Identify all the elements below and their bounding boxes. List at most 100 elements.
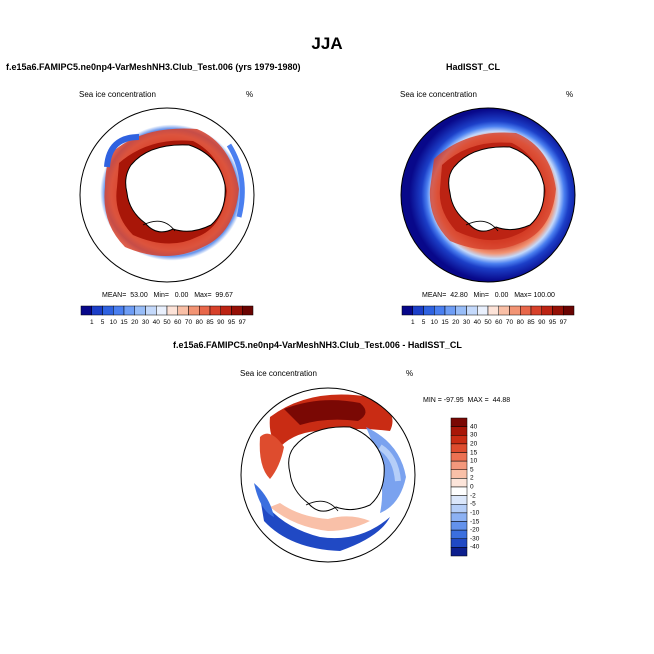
panel-3-colorbar-swatch [450,547,468,557]
panel-3-colorbar-tick-label: -30 [470,535,480,543]
panel-2-title: HadISST_CL [446,62,501,72]
panel-1-colorbar-tick-label: 5 [100,319,105,326]
panel-3-colorbar-swatch [450,426,468,436]
panel-3-colorbar-labels: 40 30 20 15 10 5 2 0 -2 -5 -10 -15 -20 -30 -40 [470,418,500,556]
panel-2-colorbar-swatch [487,305,499,316]
panel-1-colorbar-tick-label: 10 [109,319,117,326]
panel-1-antarctica [125,144,226,233]
panel-2-colorbar-tick-label: 1 [410,319,415,326]
panel-1-colorbar-swatch [199,305,211,316]
panel-3-colorbar-tick-label: 15 [470,449,478,456]
panel-2-colorbar-swatch [455,305,467,316]
panel-1-colorbar-tick-label: 90 [217,319,225,326]
panel-2-antarctica [448,146,545,232]
panel-3-colorbar-swatch [450,435,468,445]
panel-3-colorbar-tick-label: -15 [470,518,480,525]
panel-1-colorbar-swatch [209,305,221,316]
panel-1-colorbar-tick-label: 50 [163,319,171,326]
panel-1-colorbar-swatch [242,305,254,316]
panel-2-colorbar-tick-label: 5 [421,319,426,326]
panel-3-colorbar-tick-label: 10 [470,457,478,465]
panel-2-colorbar-swatch [520,305,532,316]
panel-1-colorbar [80,305,254,316]
panel-1-polar-map [79,107,255,283]
panel-2-colorbar-swatch [530,305,542,316]
panel-2-colorbar-swatch [541,305,553,316]
panel-3-colorbar [450,417,468,557]
panel-2-colorbar-swatch [412,305,424,316]
panel-1-colorbar-swatch [177,305,189,316]
panel-3-colorbar-swatch [450,469,468,479]
panel-3-colorbar-swatch [450,521,468,531]
panel-2-units-label: % [566,90,574,99]
panel-3-stats: MIN = -97.95 MAX = 44.88 [423,397,511,404]
panel-2-polar-map [400,107,576,283]
panel-1-colorbar-tick-label: 95 [227,319,236,326]
panel-3-colorbar-swatch [450,443,468,453]
panel-1-colorbar-tick-label: 15 [120,319,128,326]
panel-2-colorbar-tick-label: 30 [462,319,471,326]
panel-2-colorbar-swatch [444,305,456,316]
panel-2-colorbar-tick-label: 90 [538,319,546,326]
panel-1-variable-label: Sea ice concentration [79,90,156,99]
panel-3-colorbar-tick-label: 20 [470,440,478,448]
panel-3-colorbar-swatch [450,417,468,427]
panel-1-colorbar-tick-label: 30 [141,319,150,326]
panel-1-colorbar-tick-label: 60 [174,319,182,326]
panel-1-colorbar-tick-label: 20 [131,319,139,326]
panel-2-colorbar [401,305,575,316]
panel-2-colorbar-swatch [509,305,521,316]
panel-3-units-label: % [406,369,414,378]
panel-3-colorbar-swatch [450,504,468,514]
panel-2-colorbar-tick-label: 70 [505,319,514,326]
panel-3-colorbar-tick-label: -10 [470,509,480,517]
panel-3-colorbar-tick-label: -20 [470,526,480,534]
main-title: JJA [311,34,343,53]
panel-3-colorbar-tick-label: -40 [470,543,480,551]
panel-3-colorbar-swatch [450,452,468,462]
panel-2-colorbar-tick-label: 40 [473,319,481,326]
panel-1-colorbar-swatch [123,305,135,316]
panel-3-colorbar-tick-label: 2 [470,474,474,482]
panel-3-colorbar-tick-label: 5 [470,466,474,474]
panel-3-colorbar-tick-label: 40 [470,423,478,431]
panel-3-colorbar-swatch [450,529,468,539]
panel-3-colorbar-swatch [450,460,468,470]
panel-1-colorbar-swatch [80,305,92,316]
panel-1-colorbar-tick-label: 85 [206,319,214,326]
panel-2-colorbar-tick-label: 85 [527,319,535,326]
panel-3-colorbar-swatch [450,538,468,548]
panel-1-colorbar-swatch [113,305,125,316]
panel-2-colorbar-tick-label: 50 [484,319,492,326]
panel-1-colorbar-tick-label: 80 [195,319,203,326]
panel-1-colorbar-swatch [220,305,232,316]
panel-3-colorbar-tick-label: 30 [470,431,478,439]
panel-2-colorbar-tick-label: 80 [516,319,524,326]
panel-1-colorbar-tick-label: 70 [184,319,193,326]
panel-2-colorbar-swatch [434,305,446,316]
panel-1-stats: MEAN= 53.00 Min= 0.00 Max= 99.67 [102,292,233,299]
panel-2-colorbar-tick-label: 10 [430,319,438,326]
panel-2-colorbar-swatch [423,305,435,316]
panel-3-title: f.e15a6.FAMIPC5.ne0np4-VarMeshNH3.Club_T… [173,340,462,350]
panel-1-colorbar-swatch [156,305,168,316]
panel-1-colorbar-swatch [145,305,157,316]
panel-2-colorbar-swatch [563,305,575,316]
panel-3-colorbar-swatch [450,478,468,488]
panel-3-colorbar-swatch [450,495,468,505]
panel-1-colorbar-swatch [166,305,178,316]
panel-2-variable-label: Sea ice concentration [400,90,477,99]
panel-2-colorbar-labels: 1 5 10 15 20 30 40 50 60 70 80 85 90 95 97 [402,319,574,329]
panel-2-colorbar-swatch [477,305,489,316]
panel-3-colorbar-swatch [450,512,468,522]
panel-1-colorbar-swatch [231,305,243,316]
panel-2-colorbar-swatch [498,305,510,316]
panel-3-colorbar-tick-label: -2 [470,492,476,500]
panel-1-colorbar-swatch [134,305,146,316]
panel-2-colorbar-tick-label: 97 [559,319,567,326]
panel-2-colorbar-tick-label: 20 [452,319,460,326]
panel-3-variable-label: Sea ice concentration [240,369,317,378]
panel-3-polar-map [240,387,416,563]
panel-1-title: f.e15a6.FAMIPC5.ne0np4-VarMeshNH3.Club_T… [6,62,301,72]
panel-2-colorbar-swatch [466,305,478,316]
